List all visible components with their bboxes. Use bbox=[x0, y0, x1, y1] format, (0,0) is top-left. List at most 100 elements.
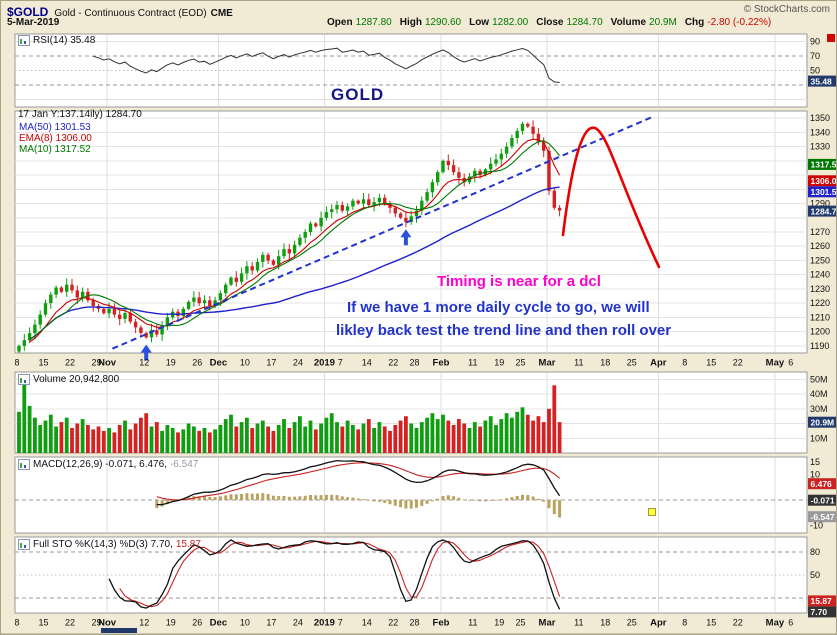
panel-settings-icon[interactable] bbox=[18, 459, 30, 470]
date-label: 6 bbox=[788, 358, 793, 368]
date-label: 17 bbox=[266, 618, 276, 628]
macd-label-text: MACD(12,26,9) -0.071, 6.476, bbox=[33, 459, 167, 470]
date-label: 15 bbox=[706, 618, 716, 628]
axis-value-box: -0.071 bbox=[811, 495, 835, 505]
date-label: 6 bbox=[788, 618, 793, 628]
axis-label: 1220 bbox=[810, 298, 830, 308]
bottom-date-box bbox=[101, 628, 137, 634]
sto-series bbox=[108, 539, 561, 610]
price-overlays bbox=[29, 138, 561, 343]
axis-label: 80 bbox=[810, 547, 820, 557]
date-label: 10 bbox=[240, 358, 250, 368]
date-label: 7 bbox=[338, 358, 343, 368]
date-label: 29 bbox=[91, 618, 101, 628]
date-label: Nov bbox=[98, 618, 117, 629]
annotation-cycle-note-line1: If we have 1 more daily cycle to go, we … bbox=[347, 299, 650, 316]
date-label: 12 bbox=[139, 618, 149, 628]
date-label: Apr bbox=[650, 618, 667, 629]
date-label: 18 bbox=[600, 358, 610, 368]
axis-value-box: 1306.0 bbox=[811, 176, 837, 186]
date-label: Apr bbox=[650, 358, 667, 369]
panel-settings-icon[interactable] bbox=[18, 374, 30, 385]
quote-chg-value: -2.80 (-0.22%) bbox=[707, 17, 772, 28]
axis-label: 1190 bbox=[810, 341, 829, 351]
date-label: 22 bbox=[65, 358, 75, 368]
axis-label: 30M bbox=[810, 404, 828, 414]
date-label: 22 bbox=[388, 358, 398, 368]
date-label: 8 bbox=[682, 618, 687, 628]
volume-bars bbox=[17, 379, 562, 453]
axis-value-box: 20.9M bbox=[811, 417, 835, 427]
quote-high-label: High bbox=[399, 17, 422, 28]
macd-hist-value: -6.547 bbox=[169, 459, 199, 470]
quote-volume-label: Volume bbox=[610, 17, 647, 28]
macd-plot-area[interactable] bbox=[14, 456, 808, 534]
annotation-gold-title: GOLD bbox=[331, 85, 385, 104]
date-label: 22 bbox=[388, 618, 398, 628]
date-label: May bbox=[766, 358, 785, 369]
symbol[interactable]: $GOLD bbox=[7, 5, 49, 19]
axis-label: 1230 bbox=[810, 284, 830, 294]
axis-label: 1350 bbox=[810, 113, 830, 123]
date-label: 26 bbox=[192, 358, 202, 368]
chart-marker-icon bbox=[648, 508, 656, 516]
date-label: 15 bbox=[38, 358, 48, 368]
quote-fields: Open 1287.80 High 1290.60 Low 1282.00 Close 128… bbox=[319, 17, 771, 28]
copyright-link[interactable]: © StockCharts.com bbox=[743, 4, 830, 15]
date-label: 14 bbox=[362, 358, 372, 368]
chart-header-row1: $GOLD Gold - Continuous Contract (EOD) CME… bbox=[7, 3, 832, 19]
quote-chg-label: Chg bbox=[684, 17, 705, 28]
date-label: 8 bbox=[14, 358, 19, 368]
date-label: 26 bbox=[192, 618, 202, 628]
quote-high-value: 1290.60 bbox=[424, 17, 462, 28]
up-arrow-icon bbox=[140, 344, 152, 361]
rsi-line bbox=[93, 47, 560, 83]
panel-collapse-marker-icon[interactable] bbox=[827, 34, 835, 42]
exchange-label: CME bbox=[210, 8, 233, 19]
date-label: 17 bbox=[266, 358, 276, 368]
quote-volume-value: 20.9M bbox=[649, 17, 677, 28]
crosshair-readout: 17 Jan Y:137.14ily) 1284.70 bbox=[18, 109, 142, 120]
axis-label: 1270 bbox=[810, 227, 830, 237]
date-label: 15 bbox=[706, 358, 716, 368]
axis-label: 90 bbox=[810, 36, 820, 46]
legend-item-ma10: MA(10) 1317.52 bbox=[19, 144, 91, 155]
date-label: 25 bbox=[627, 358, 637, 368]
date-label: Feb bbox=[433, 358, 450, 369]
axis-label: 50 bbox=[810, 66, 820, 76]
date-label: 19 bbox=[166, 618, 176, 628]
date-label: 28 bbox=[409, 618, 419, 628]
axis-label: 70 bbox=[810, 51, 820, 61]
axis-label: 1250 bbox=[810, 255, 830, 265]
date-label: 19 bbox=[494, 618, 504, 628]
chart-header-row2: 5-Mar-2019 Open 1287.80 High 1290.60 Low 1282… bbox=[7, 17, 832, 30]
panel-settings-icon[interactable] bbox=[18, 539, 30, 550]
axis-label: 1210 bbox=[810, 312, 830, 322]
quote-open-label: Open bbox=[327, 17, 353, 28]
date-label: Dec bbox=[210, 618, 227, 629]
annotation-timing-note: Timing is near for a dcl bbox=[437, 273, 601, 290]
date-label: 11 bbox=[574, 618, 583, 628]
price-candles bbox=[17, 120, 562, 353]
axis-label: 1290 bbox=[810, 199, 830, 209]
date-label: 22 bbox=[733, 618, 743, 628]
date-label: May bbox=[766, 618, 785, 629]
date-label: Feb bbox=[433, 618, 450, 629]
macd-panel-label: MACD(12,26,9) -0.071, 6.476, -6.547 bbox=[18, 459, 198, 470]
date-label: 29 bbox=[91, 358, 101, 368]
overlay-legend: MA(50) 1301.53 EMA(8) 1306.00 MA(10) 1317.… bbox=[19, 122, 92, 155]
macd-series bbox=[155, 459, 562, 518]
projection-curve bbox=[561, 126, 661, 269]
legend-item-ma50: MA(50) 1301.53 bbox=[19, 122, 91, 133]
axis-value-box: 35.48 bbox=[811, 76, 833, 86]
axis-value-box: 1317.5 bbox=[811, 160, 837, 170]
panel-settings-icon[interactable] bbox=[18, 35, 30, 46]
axis-label: 40M bbox=[810, 389, 828, 399]
sto-label-text: Full STO %K(14,3) %D(3) 7.70, bbox=[33, 539, 173, 550]
date-label: 22 bbox=[733, 358, 743, 368]
axis-label: 10M bbox=[810, 433, 828, 443]
bottom-scroll-strip[interactable] bbox=[1, 633, 836, 634]
axis-label: 1330 bbox=[810, 142, 830, 152]
